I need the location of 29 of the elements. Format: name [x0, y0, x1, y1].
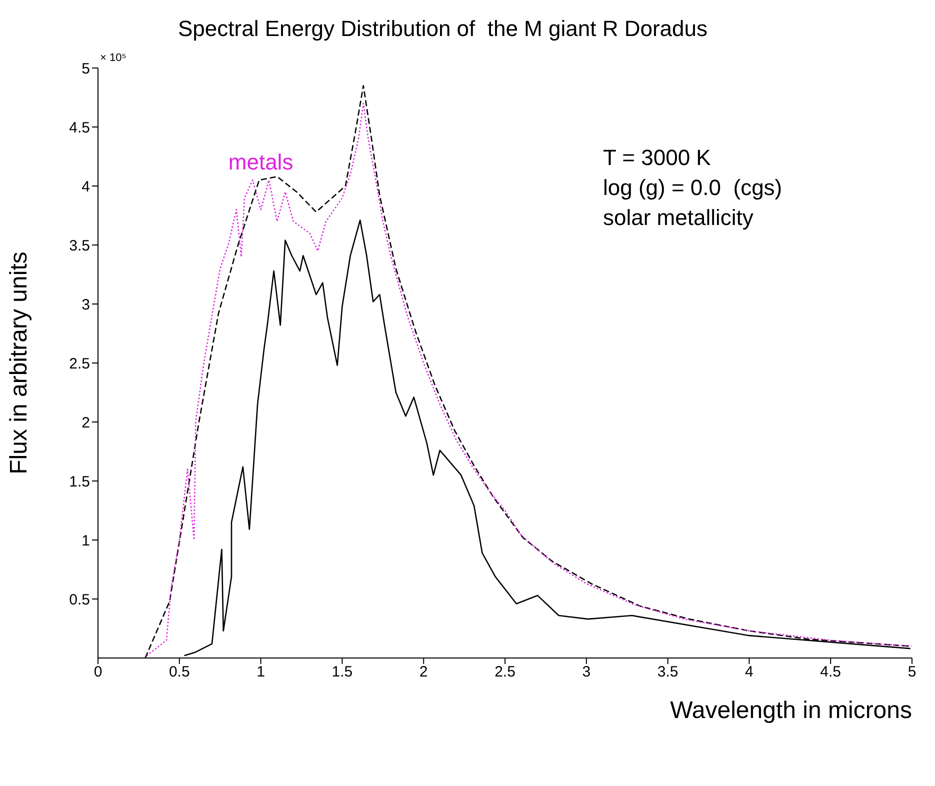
chart-title: Spectral Energy Distribution of the M giant R Doradus: [178, 16, 708, 42]
y-tick-label: 1.5: [69, 473, 90, 490]
x-tick-label: 2: [419, 664, 428, 681]
y-tick-label: 2.5: [69, 355, 90, 372]
y-tick-label: 3: [82, 296, 90, 314]
x-tick-label: 1: [256, 664, 265, 681]
annotation: log (g) = 0.0 (cgs): [603, 174, 782, 202]
y-tick-label: 2: [82, 414, 90, 432]
x-tick-label: 1.5: [332, 664, 353, 681]
y-tick-label: 4.5: [69, 119, 90, 136]
series-label: metals: [228, 150, 294, 175]
y-tick-label: 3.5: [69, 237, 90, 254]
x-axis-title: Wavelength in microns: [670, 697, 912, 724]
x-tick-label: 0.5: [168, 664, 190, 681]
y-tick-label: 5: [82, 60, 90, 78]
x-tick-label: 0: [94, 664, 102, 681]
annotation: T = 3000 K: [603, 144, 712, 172]
y-tick-label: 1: [82, 532, 90, 550]
text: × 10⁵: [100, 52, 126, 64]
y-tick-label: 4: [82, 178, 90, 196]
annotation: solar metallicity: [603, 204, 754, 232]
x-tick-label: 5: [908, 664, 916, 681]
y-tick-label: 0.5: [69, 591, 90, 608]
x-tick-label: 4: [745, 664, 754, 681]
x-tick-label: 3.5: [657, 664, 678, 681]
x-tick-label: 3: [582, 664, 591, 681]
x-tick-label: 4.5: [820, 664, 842, 681]
x-tick-label: 2.5: [494, 664, 516, 681]
y-axis-title: Flux in arbitrary units: [6, 252, 33, 474]
